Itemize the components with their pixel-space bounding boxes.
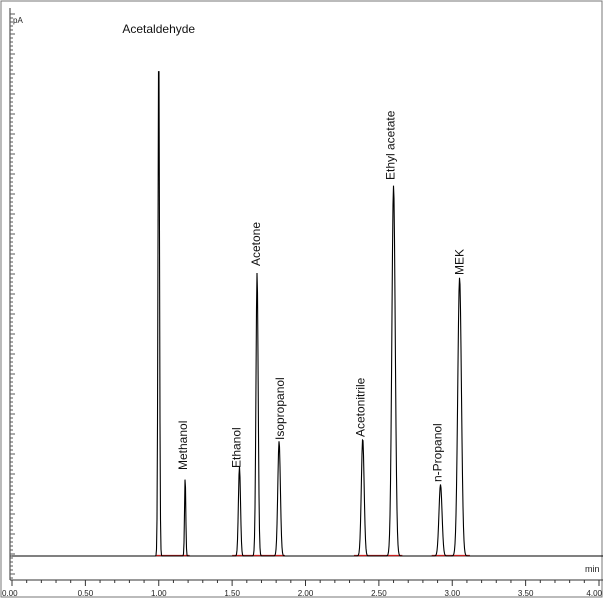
x-axis-label: min (585, 564, 600, 574)
x-tick-label: 4.00 (586, 589, 602, 598)
peak-label: Acetonitrile (354, 377, 368, 437)
x-tick-label: 0.50 (78, 589, 94, 598)
peak-label: Methanol (176, 421, 190, 470)
x-tick-label: 3.00 (444, 589, 460, 598)
x-tick-labels: 0.00 0.50 1.00 1.50 2.00 2.50 3.00 3.50 4.00 (2, 589, 603, 598)
peak-label: Ethyl acetate (384, 110, 398, 180)
x-tick-label: 2.50 (371, 589, 387, 598)
x-tick-label: 1.50 (224, 589, 240, 598)
chromatogram-trace (12, 71, 603, 557)
y-axis-label: pA (13, 16, 23, 25)
peak-label: MEK (453, 249, 467, 275)
x-tick-label: 1.00 (151, 589, 167, 598)
peak-labels: Acetaldehyde Methanol Ethanol Acetone Isopro… (122, 22, 466, 482)
peak-label: Acetone (249, 222, 263, 266)
y-tick-marks (10, 13, 15, 579)
peak-label: Acetaldehyde (122, 22, 195, 36)
peak-label: Ethanol (229, 427, 243, 468)
x-tick-label: 3.50 (518, 589, 534, 598)
peak-label: Isopropanol (273, 377, 287, 440)
x-tick-label: 2.00 (298, 589, 314, 598)
peak-label: n-Propanol (431, 423, 445, 482)
x-tick-label: 0.00 (2, 589, 18, 598)
x-tick-marks (11, 580, 600, 586)
